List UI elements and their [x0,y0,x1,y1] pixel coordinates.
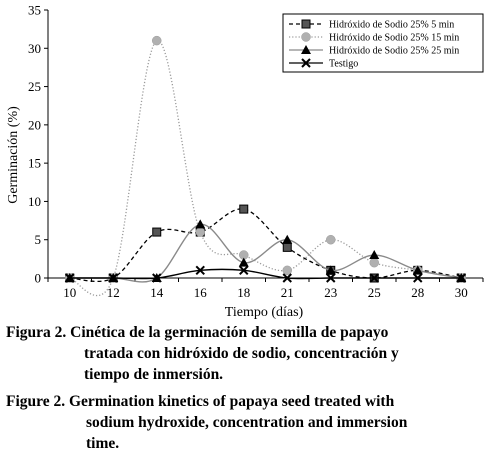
x-marker-stroke [326,273,336,283]
x-marker-stroke [152,273,162,283]
data-point [326,273,336,283]
legend-marker [301,45,311,54]
data-point [282,242,292,252]
data-point [195,219,206,229]
x-tick-label: 18 [237,285,250,300]
series-2 [65,35,466,297]
y-tick-label: 15 [28,156,41,171]
caption-spanish-label: Figura 2. [6,324,67,341]
data-point [152,227,162,237]
x-tick-label: 16 [194,285,208,300]
legend-label: Hidróxido de Sodio 25% 25 min [329,46,459,57]
x-tick-label: 25 [368,285,381,300]
series-line [69,39,462,297]
data-point [413,273,423,283]
y-tick-label: 10 [28,194,41,209]
caption-english-label: Figure 2. [6,393,66,410]
series-4 [65,265,466,283]
x-tick-label: 28 [411,285,424,300]
y-tick-label: 20 [28,117,41,132]
legend-label: Hidróxido de Sodio 25% 5 min [329,20,454,31]
caption-english-line3: time. [86,435,120,452]
germination-chart: 0 5 10 15 20 25 30 35 10 12 14 16 18 21 23 25 28 30 Hidr… [6,3,484,320]
legend-entry: Hidróxido de Sodio 25% 5 min [289,19,454,31]
data-point [65,273,75,283]
legend-label: Hidróxido de Sodio 25% 15 min [329,33,459,44]
data-point [369,273,379,283]
series-line [69,223,462,283]
x-tick-label: 10 [63,285,76,300]
x-marker-stroke [282,273,292,283]
legend-entry: Testigo [289,58,358,70]
data-point [195,227,205,237]
series-1 [65,204,466,283]
x-marker-stroke [108,273,118,283]
data-point [412,265,423,275]
data-point [325,265,336,275]
data-point [108,273,118,283]
data-point [282,234,293,244]
data-point [239,265,249,276]
y-axis-ticks: 0 5 10 15 20 25 30 35 [28,3,48,286]
data-point [326,234,336,245]
x-marker-stroke [413,273,423,283]
x-marker-stroke [369,273,379,283]
x-marker-stroke [456,273,466,283]
legend-marker [301,58,311,68]
series-line [69,208,462,283]
data-point [369,257,379,268]
x-axis-title: Tiempo (días) [225,305,304,320]
data-point [239,204,249,214]
data-point [282,273,292,283]
caption-english-line1: Germination kinetics of papaya seed trea… [69,393,395,410]
chart-legend: Hidróxido de Sodio 25% 5 min Hidróxido de… [282,13,484,73]
x-axis-ticks: 10 12 14 16 18 21 23 25 28 30 [47,278,484,300]
data-point [369,250,380,260]
legend-marker [301,32,311,42]
chart-series [64,35,467,297]
caption-spanish-line3: tiempo de inmersión. [84,366,224,383]
x-tick-label: 14 [150,285,164,300]
series-3 [64,219,467,283]
y-tick-label: 0 [35,271,42,286]
x-tick-label: 30 [455,285,468,300]
x-marker-stroke [239,265,249,276]
x-marker-stroke [195,265,205,276]
caption-spanish-line1: Cinética de la germinación de semilla de… [70,324,389,341]
y-tick-label: 30 [28,41,41,56]
caption-spanish: Figura 2. Cinética de la germinación de … [6,322,488,385]
caption-english-line2: sodium hydroxide, concentration and imme… [86,414,408,431]
legend-marker [301,19,311,29]
legend-entry: Hidróxido de Sodio 25% 25 min [289,45,459,57]
series-line [69,268,462,280]
data-point [152,35,162,46]
caption-spanish-line2: tratada con hidróxido de sodio, concentr… [84,345,399,362]
y-tick-label: 35 [28,3,41,18]
data-point [456,273,466,283]
y-axis-title: Germinación (%) [6,106,21,204]
data-point [282,265,292,276]
x-tick-label: 23 [324,285,337,300]
data-point [195,265,205,276]
data-point [152,273,162,283]
legend-label: Testigo [329,59,358,70]
x-tick-label: 21 [281,285,294,300]
y-tick-label: 5 [35,232,42,247]
y-tick-label: 25 [28,79,41,94]
caption-english: Figure 2. Germination kinetics of papaya… [6,391,488,454]
x-marker-stroke [65,273,75,283]
data-point [238,257,249,267]
legend-entry: Hidróxido de Sodio 25% 15 min [289,32,459,44]
legend-box [282,13,484,73]
x-marker-stroke [301,58,311,68]
x-tick-label: 12 [107,285,120,300]
